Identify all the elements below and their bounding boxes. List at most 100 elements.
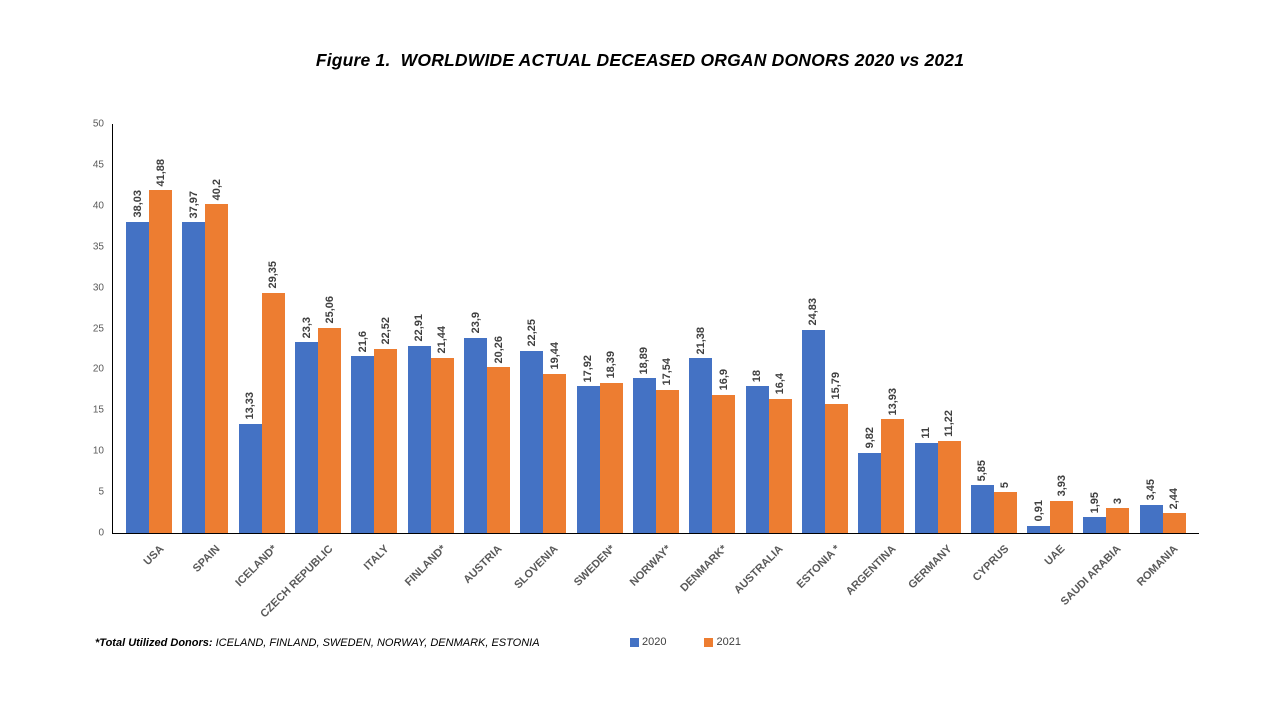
x-axis-category-label: SWEDEN*: [571, 543, 618, 589]
bar-2021: 5: [993, 482, 1017, 533]
plot-area: 0 5 10 15 20 25 30 35 40 45 50 38,03 41,88 37,97 40,2…: [93, 119, 1199, 620]
bar-2021: 16,9: [712, 369, 736, 533]
y-axis-tick-label: 35: [92, 241, 104, 253]
legend-label-2021: 2021: [716, 636, 741, 648]
bar-value-label: 19,44: [548, 342, 561, 370]
x-axis-labels: USA SPAIN ICELAND* CZECH REPUBLIC ITALY FINLA…: [113, 533, 1199, 633]
footnote-bold: *Total Utilized Donors:: [95, 637, 213, 649]
x-axis-category-label: CZECH REPUBLIC: [258, 543, 336, 621]
y-axis-tick-label: 25: [92, 323, 104, 334]
bar-groups: 38,03 41,88 37,97 40,2 13,33 29,35 23,3 25,06 21…: [113, 124, 1199, 533]
y-axis-tick-label: 5: [98, 486, 104, 498]
bar-2020: 13,33: [238, 392, 262, 533]
legend-label-2020: 2020: [642, 636, 667, 648]
bar-group: 37,97 40,2: [177, 179, 233, 533]
y-axis-tick-label: 20: [92, 363, 104, 375]
bar-2020: 0,91: [1027, 500, 1051, 533]
bar-value-label: 5,85: [976, 459, 989, 482]
legend: 2020 2021: [630, 636, 741, 648]
bar-value-label: 18,39: [605, 351, 618, 379]
bar-value-label: 37,97: [187, 190, 200, 219]
bar-2021: 3: [1106, 498, 1130, 533]
bar-value-label: 17,92: [582, 354, 595, 383]
bar-group: 5,85 5: [966, 460, 1022, 533]
y-axis-tick-label: 15: [92, 404, 104, 416]
bar-value-label: 41,88: [154, 158, 167, 187]
bar-2020: 21,38: [689, 327, 713, 533]
bar-2020: 38,03: [126, 190, 150, 533]
bar-2021: 2,44: [1162, 488, 1186, 533]
bar-value-label: 13,93: [886, 387, 899, 416]
bar-value-label: 18: [751, 369, 764, 382]
bar-2020: 11: [914, 427, 938, 533]
bar-group: 13,33 29,35: [234, 261, 290, 533]
bar-2020: 18,89: [632, 347, 656, 533]
bar-group: 3,45 2,44: [1135, 479, 1191, 533]
bar-group: 23,9 20,26: [459, 312, 515, 533]
bar-value-label: 22,25: [525, 319, 538, 347]
bar-2021: 29,35: [261, 261, 285, 533]
bar-group: 18 16,4: [740, 370, 796, 533]
bar-value-label: 40,2: [210, 178, 223, 201]
x-axis-category-label: AUSTRIA: [461, 543, 505, 587]
bar-2021: 17,54: [655, 358, 679, 533]
x-axis-category-label: CYPRUS: [970, 543, 1012, 584]
bar-2021: 41,88: [149, 159, 173, 533]
x-axis-category-label: DENMARK*: [678, 543, 730, 595]
bar-2020: 9,82: [858, 427, 882, 533]
bar-2021: 21,44: [430, 326, 454, 533]
bar-2021: 15,79: [824, 372, 848, 533]
bar-group: 18,89 17,54: [628, 347, 684, 533]
y-axis-tick-label: 0: [98, 527, 104, 539]
x-axis-category-label: SAUDI ARABIA: [1058, 543, 1124, 608]
bar-group: 38,03 41,88: [121, 159, 177, 533]
bar-value-label: 16,9: [717, 369, 730, 391]
bar-2020: 3,45: [1139, 479, 1163, 533]
bar-value-label: 11: [920, 427, 933, 440]
bar-2021: 16,4: [768, 373, 792, 533]
bar-value-label: 23,3: [300, 316, 313, 339]
bar-group: 17,92 18,39: [572, 351, 628, 533]
x-axis-category-label: USA: [141, 543, 167, 568]
x-axis-category-label: AUSTRALIA: [732, 543, 786, 597]
bar-2020: 17,92: [576, 355, 600, 533]
bar-value-label: 16,4: [774, 373, 787, 395]
bar-value-label: 0,91: [1032, 500, 1045, 522]
bar-2021: 18,39: [599, 351, 623, 533]
bar-2020: 23,9: [464, 312, 488, 533]
bar-group: 1,95 3: [1078, 492, 1134, 533]
bar-group: 9,82 13,93: [853, 388, 909, 533]
bar-2021: 25,06: [318, 296, 342, 533]
x-axis-category-label: ITALY: [361, 543, 392, 573]
bar-2020: 24,83: [801, 298, 825, 533]
x-axis-category-label: GERMANY: [906, 543, 955, 592]
bar-2020: 21,6: [351, 331, 375, 533]
x-axis-category-label: ROMANIA: [1134, 543, 1181, 589]
footnote-rest: ICELAND, FINLAND, SWEDEN, NORWAY, DENMAR…: [212, 637, 540, 649]
legend-swatch-2021-icon: [704, 637, 714, 647]
x-axis-category-label: FINLAND*: [402, 543, 449, 589]
bar-2020: 22,25: [520, 319, 544, 533]
bar-2021: 3,93: [1050, 475, 1074, 533]
y-axis-tick-label: 30: [92, 282, 104, 294]
bar-value-label: 17,54: [661, 358, 674, 386]
y-axis-tick-label: 50: [92, 118, 104, 130]
y-axis-tick-label: 40: [92, 200, 104, 212]
bar-value-label: 1,95: [1088, 491, 1101, 514]
bar-value-label: 22,52: [379, 317, 392, 345]
chart-title: Figure 1. WORLDWIDE ACTUAL DECEASED ORGA…: [315, 50, 965, 70]
bar-value-label: 5: [999, 481, 1012, 489]
bar-value-label: 29,35: [267, 261, 280, 289]
bar-2021: 19,44: [543, 342, 567, 533]
bar-value-label: 20,26: [492, 335, 505, 364]
bar-group: 21,38 16,9: [684, 327, 740, 533]
bar-value-label: 25,06: [323, 296, 336, 325]
x-axis-category-label: UAE: [1042, 543, 1068, 568]
bar-group: 24,83 15,79: [797, 298, 853, 533]
bar-value-label: 3,45: [1145, 479, 1158, 501]
bar-2021: 40,2: [205, 179, 229, 533]
bar-group: 22,91 21,44: [403, 314, 459, 533]
bar-2020: 18: [745, 370, 769, 533]
bar-value-label: 13,33: [244, 392, 257, 420]
